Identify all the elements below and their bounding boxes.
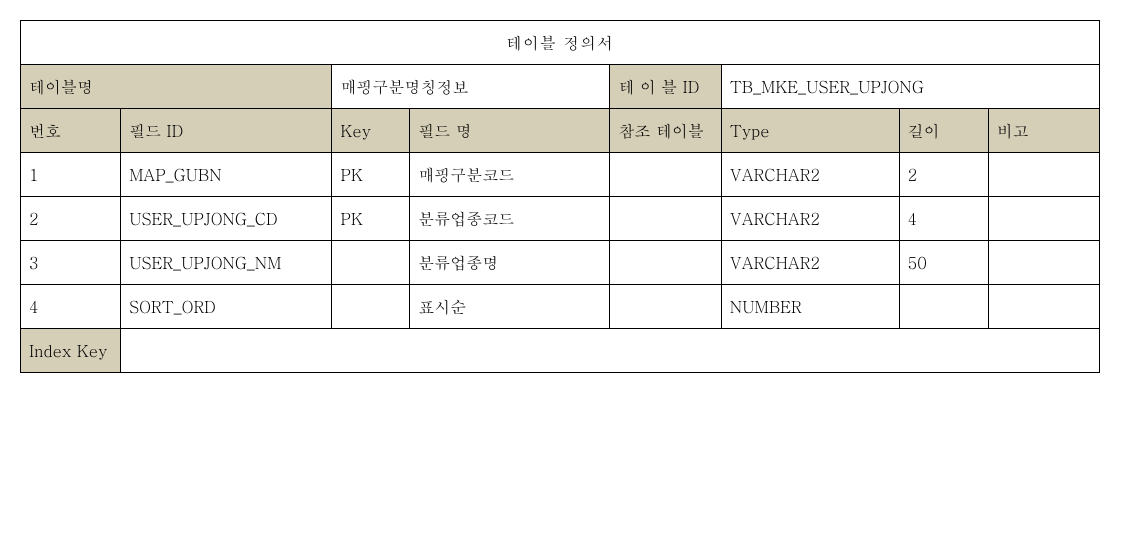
index-key-value (121, 329, 1100, 373)
cell-field-id: USER_UPJONG_NM (121, 241, 332, 285)
cell-type: VARCHAR2 (721, 153, 899, 197)
cell-note (988, 153, 1099, 197)
cell-key (332, 241, 410, 285)
cell-num: 1 (21, 153, 121, 197)
meta-row: 테이블명 매핑구분명칭정보 테 이 블 ID TB_MKE_USER_UPJON… (21, 65, 1100, 109)
col-header-num: 번호 (21, 109, 121, 153)
table-name-value: 매핑구분명칭정보 (332, 65, 610, 109)
cell-field-name: 분류업종명 (410, 241, 610, 285)
cell-length: 2 (899, 153, 988, 197)
document-title: 테이블 정의서 (21, 21, 1100, 65)
col-header-key: Key (332, 109, 410, 153)
cell-key: PK (332, 197, 410, 241)
table-row: 3 USER_UPJONG_NM 분류업종명 VARCHAR2 50 (21, 241, 1100, 285)
cell-ref-table (610, 153, 721, 197)
cell-field-id: USER_UPJONG_CD (121, 197, 332, 241)
cell-num: 2 (21, 197, 121, 241)
cell-length (899, 285, 988, 329)
cell-ref-table (610, 241, 721, 285)
table-id-value: TB_MKE_USER_UPJONG (721, 65, 1099, 109)
table-row: 2 USER_UPJONG_CD PK 분류업종코드 VARCHAR2 4 (21, 197, 1100, 241)
col-header-length: 길이 (899, 109, 988, 153)
col-header-field-name: 필드 명 (410, 109, 610, 153)
table-row: 1 MAP_GUBN PK 매핑구분코드 VARCHAR2 2 (21, 153, 1100, 197)
cell-type: VARCHAR2 (721, 197, 899, 241)
table-row: 4 SORT_ORD 표시순 NUMBER (21, 285, 1100, 329)
col-header-ref-table: 참조 테이블 (610, 109, 721, 153)
col-header-type: Type (721, 109, 899, 153)
column-header-row: 번호 필드 ID Key 필드 명 참조 테이블 Type 길이 비고 (21, 109, 1100, 153)
cell-field-id: MAP_GUBN (121, 153, 332, 197)
cell-field-name: 매핑구분코드 (410, 153, 610, 197)
cell-ref-table (610, 197, 721, 241)
cell-key: PK (332, 153, 410, 197)
title-row: 테이블 정의서 (21, 21, 1100, 65)
cell-num: 4 (21, 285, 121, 329)
table-id-label: 테 이 블 ID (610, 65, 721, 109)
cell-note (988, 285, 1099, 329)
table-definition: 테이블 정의서 테이블명 매핑구분명칭정보 테 이 블 ID TB_MKE_US… (20, 20, 1100, 373)
cell-num: 3 (21, 241, 121, 285)
cell-length: 4 (899, 197, 988, 241)
cell-note (988, 241, 1099, 285)
cell-note (988, 197, 1099, 241)
cell-field-name: 분류업종코드 (410, 197, 610, 241)
cell-type: NUMBER (721, 285, 899, 329)
index-key-row: Index Key (21, 329, 1100, 373)
cell-ref-table (610, 285, 721, 329)
index-key-label: Index Key (21, 329, 121, 373)
cell-key (332, 285, 410, 329)
col-header-field-id: 필드 ID (121, 109, 332, 153)
col-header-note: 비고 (988, 109, 1099, 153)
cell-length: 50 (899, 241, 988, 285)
cell-type: VARCHAR2 (721, 241, 899, 285)
table-name-label: 테이블명 (21, 65, 332, 109)
cell-field-name: 표시순 (410, 285, 610, 329)
cell-field-id: SORT_ORD (121, 285, 332, 329)
